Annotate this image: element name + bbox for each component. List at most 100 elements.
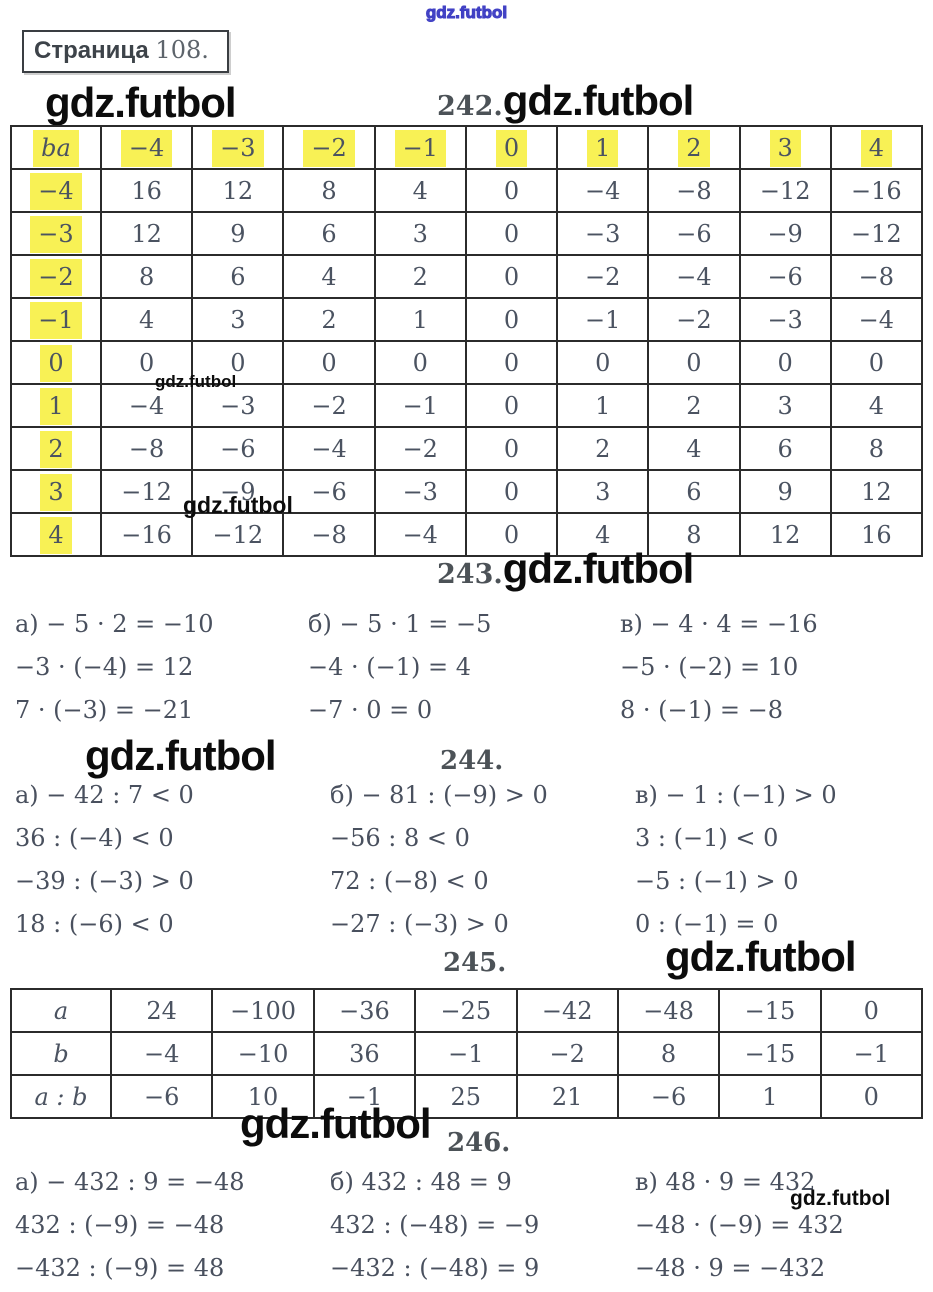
table-cell: 0 bbox=[464, 340, 559, 385]
table-cell: 8 bbox=[647, 512, 741, 557]
watermark-left-top: gdz.futbol bbox=[45, 79, 237, 126]
watermark-left-244: gdz.futbol bbox=[85, 732, 277, 779]
watermark-top-blue: gdz.futbol bbox=[425, 3, 508, 23]
eq-246-col-a: а) − 432 : 9 = −48 432 : (−9) = −48 −432 :… bbox=[15, 1160, 244, 1289]
table-cell: 3 bbox=[738, 383, 832, 428]
watermark-in-table-1: gdz.futbol bbox=[155, 372, 237, 391]
table-cell: −4 bbox=[109, 1031, 214, 1076]
table-cell: −12 bbox=[99, 469, 194, 514]
table-cell: 4 bbox=[647, 426, 741, 471]
section-number-245: 245. bbox=[443, 948, 507, 978]
equation-line: а) − 42 : 7 < 0 bbox=[15, 780, 194, 809]
table-cell: 4 bbox=[99, 297, 194, 342]
table-cell: −9 bbox=[191, 469, 285, 514]
col-header-cell: 2 bbox=[647, 125, 741, 170]
table-row: a 24 −100 −36 −25 −42 −48 −15 0 bbox=[10, 988, 924, 1033]
table-row: b −4 −10 36 −1 −2 8 −15 −1 bbox=[10, 1031, 924, 1076]
table-cell: 0 bbox=[464, 168, 559, 213]
watermark-243: gdz.futbol bbox=[502, 545, 695, 592]
table-cell: −4 bbox=[373, 512, 467, 557]
table-row: 1 −4 −3 −2 −1 0 1 2 3 4 bbox=[10, 383, 924, 428]
table-cell: −15 bbox=[718, 1031, 822, 1076]
table-cell: 9 bbox=[191, 211, 285, 256]
page-number: 108. bbox=[155, 36, 209, 64]
eq-244-col-a: а) − 42 : 7 < 0 36 : (−4) < 0 −39 : (−3) >… bbox=[15, 773, 194, 945]
table-cell: −6 bbox=[191, 426, 285, 471]
equation-line: −432 : (−48) = 9 bbox=[330, 1253, 540, 1282]
equation-line: б) 432 : 48 = 9 bbox=[330, 1167, 512, 1196]
table-cell: −3 bbox=[191, 383, 285, 428]
table-cell: 6 bbox=[282, 211, 376, 256]
equation-line: −56 : 8 < 0 bbox=[330, 823, 470, 852]
equation-line: −48 · 9 = −432 bbox=[635, 1253, 826, 1282]
table-cell: −2 bbox=[282, 383, 376, 428]
row-header-cell: 1 bbox=[10, 383, 102, 428]
table-cell: −8 bbox=[99, 426, 194, 471]
equation-line: −3 · (−4) = 12 bbox=[15, 652, 194, 681]
table-cell: −4 bbox=[647, 254, 741, 299]
table-cell: −6 bbox=[647, 211, 741, 256]
table-cell: 10 bbox=[211, 1074, 315, 1119]
page-title-box: Страница 108. bbox=[22, 30, 229, 73]
table-cell: −2 bbox=[373, 426, 467, 471]
equation-line: −432 : (−9) = 48 bbox=[15, 1253, 225, 1282]
table-cell: −12 bbox=[191, 512, 285, 557]
equation-line: −7 · 0 = 0 bbox=[308, 695, 433, 724]
table-corner-cell: ba bbox=[10, 125, 102, 170]
table-row: 3 −12 −9 −6 −3 0 3 6 9 12 bbox=[10, 469, 924, 514]
table-cell: −42 bbox=[515, 988, 619, 1033]
table-cell: 0 bbox=[556, 340, 650, 385]
equation-line: −48 · (−9) = 432 bbox=[635, 1210, 844, 1239]
table-cell: 6 bbox=[738, 426, 832, 471]
table-cell: −12 bbox=[738, 168, 832, 213]
table-cell: 0 bbox=[464, 512, 559, 557]
table-cell: 6 bbox=[191, 254, 285, 299]
row-header-cell: 2 bbox=[10, 426, 102, 471]
col-header-cell: 0 bbox=[464, 125, 559, 170]
table-cell: 2 bbox=[647, 383, 741, 428]
equation-line: 0 : (−1) = 0 bbox=[635, 909, 779, 938]
table-cell: −9 bbox=[738, 211, 832, 256]
row-header-cell: −2 bbox=[10, 254, 102, 299]
equation-line: в) 48 · 9 = 432 bbox=[635, 1167, 816, 1196]
section-number-243: 243. bbox=[437, 559, 503, 590]
watermark-small-246: gdz.futbol bbox=[790, 1187, 891, 1210]
table-cell: 1 bbox=[373, 297, 467, 342]
table-cell: 12 bbox=[829, 469, 924, 514]
watermark-bottom-246: gdz.futbol bbox=[240, 1100, 432, 1147]
table-cell: 0 bbox=[464, 211, 559, 256]
table-cell: −3 bbox=[738, 297, 832, 342]
table-cell: 9 bbox=[738, 469, 832, 514]
eq-244-col-b: б) − 81 : (−9) > 0 −56 : 8 < 0 72 : (−8) <… bbox=[330, 773, 548, 945]
table-cell: 36 bbox=[312, 1031, 417, 1076]
table-cell: 0 bbox=[282, 340, 376, 385]
table-cell: −15 bbox=[718, 988, 822, 1033]
page-title-label: Страница bbox=[34, 37, 149, 64]
table-cell: 6 bbox=[647, 469, 741, 514]
table-cell: 8 bbox=[829, 426, 924, 471]
table-cell: 3 bbox=[373, 211, 467, 256]
col-header-cell: 3 bbox=[738, 125, 832, 170]
table-cell: 2 bbox=[556, 426, 650, 471]
table-cell: 8 bbox=[282, 168, 376, 213]
table-cell: −25 bbox=[414, 988, 518, 1033]
table-cell: 2 bbox=[282, 297, 376, 342]
col-header-cell: −2 bbox=[282, 125, 376, 170]
equation-line: б) − 81 : (−9) > 0 bbox=[330, 780, 548, 809]
table-cell: 16 bbox=[99, 168, 194, 213]
equation-line: 3 : (−1) < 0 bbox=[635, 823, 779, 852]
row-header-cell: 3 bbox=[10, 469, 102, 514]
table-cell: −16 bbox=[99, 512, 194, 557]
table-row: −1 4 3 2 1 0 −1 −2 −3 −4 bbox=[10, 297, 924, 342]
table-cell: 3 bbox=[556, 469, 650, 514]
table-cell: 0 bbox=[99, 340, 194, 385]
equation-line: 432 : (−48) = −9 bbox=[330, 1210, 540, 1239]
table-cell: 0 bbox=[464, 254, 559, 299]
eq-243-col-b: б) − 5 · 1 = −5 −4 · (−1) = 4 −7 · 0 = 0 bbox=[308, 602, 491, 731]
equation-line: а) − 5 · 2 = −10 bbox=[15, 609, 214, 638]
equation-line: −4 · (−1) = 4 bbox=[308, 652, 472, 681]
section-242-heading: 242. gdz.futbol bbox=[437, 80, 694, 123]
table-cell: −4 bbox=[99, 383, 194, 428]
section-number-242: 242. bbox=[437, 91, 503, 122]
row-header-cell: −3 bbox=[10, 211, 102, 256]
